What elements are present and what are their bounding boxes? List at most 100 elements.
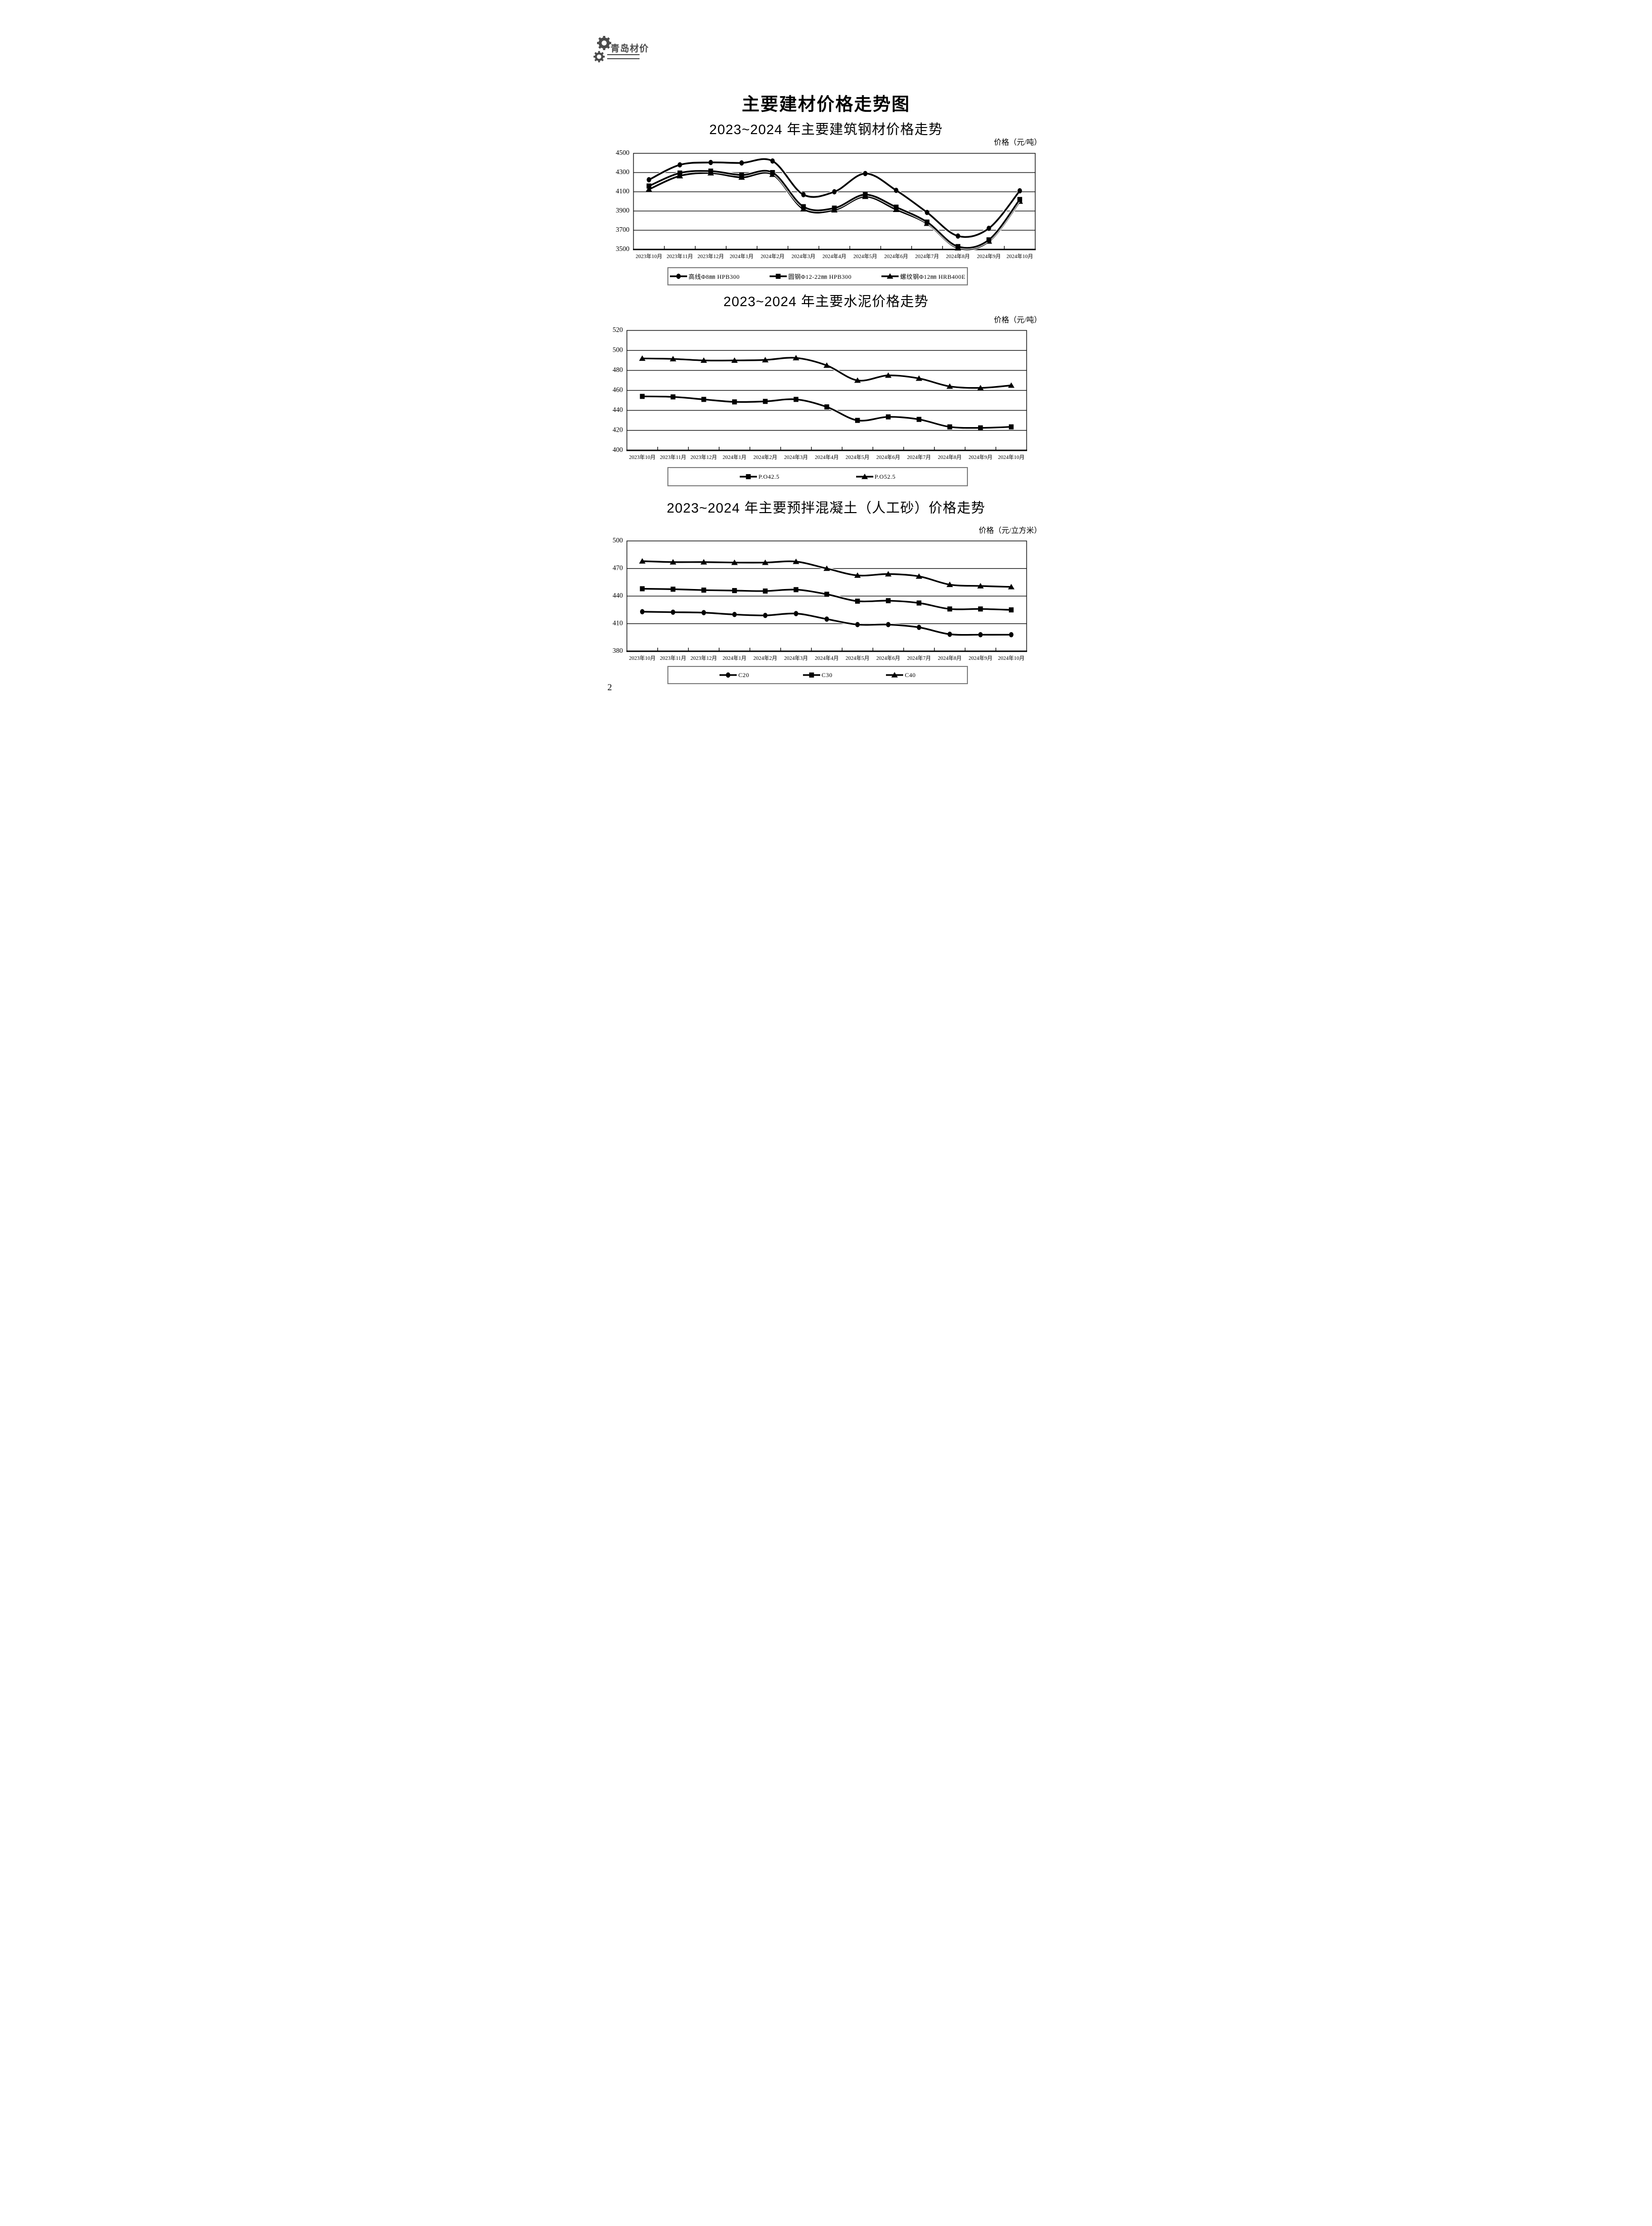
data-point <box>978 606 983 612</box>
data-point <box>1008 424 1013 430</box>
legend-marker-circle-icon <box>719 672 737 678</box>
data-point <box>894 187 899 193</box>
legend-item: C30 <box>802 671 833 679</box>
data-point <box>824 404 829 410</box>
chart1-unit-label: 价格（元/吨） <box>994 139 1042 147</box>
data-point <box>763 589 768 594</box>
x-axis-tick-label: 2024年8月 <box>938 454 961 460</box>
x-axis-tick-label: 2024年7月 <box>907 655 930 661</box>
x-axis-tick-label: 2024年9月 <box>968 655 992 661</box>
series-line-casing <box>642 356 1011 390</box>
data-point <box>947 606 952 612</box>
data-point <box>726 672 731 678</box>
data-point <box>916 416 921 422</box>
x-axis-tick-label: 2024年10月 <box>998 454 1025 460</box>
data-point <box>793 587 798 593</box>
chart2-title: 2023~2024 年主要水泥价格走势 <box>723 294 929 309</box>
x-axis-tick-label: 2024年8月 <box>938 655 961 661</box>
y-axis-tick-label: 460 <box>612 386 623 394</box>
data-point <box>670 586 675 592</box>
legend-item: C20 <box>719 671 749 679</box>
legend-item-label: P.O42.5 <box>758 473 780 480</box>
series-line <box>642 560 1011 588</box>
chart3-title: 2023~2024 年主要预拌混凝土（人工砂）价格走势 <box>666 500 986 516</box>
data-point <box>708 169 713 174</box>
x-axis-tick-label: 2024年4月 <box>822 253 846 260</box>
data-point <box>646 183 651 189</box>
data-point <box>1008 607 1013 613</box>
x-axis-tick-label: 2024年1月 <box>723 454 746 460</box>
data-point <box>701 587 706 593</box>
brand-underline <box>607 54 640 59</box>
x-axis-tick-label: 2024年3月 <box>784 655 808 661</box>
y-axis-tick-label: 4300 <box>616 168 629 176</box>
data-point <box>855 598 860 604</box>
data-point <box>884 571 892 577</box>
legend-item-label: 圆钢Φ12-22㎜ HPB300 <box>788 273 852 280</box>
data-point <box>891 672 898 678</box>
y-axis-tick-label: 470 <box>612 564 623 572</box>
data-point <box>977 583 984 589</box>
data-point <box>669 559 676 565</box>
x-axis-tick-label: 2024年10月 <box>998 655 1025 661</box>
y-axis-tick-label: 500 <box>612 346 623 354</box>
series-line <box>642 357 1011 389</box>
x-axis-tick-label: 2024年6月 <box>884 253 908 260</box>
data-point <box>640 394 645 399</box>
series-line <box>642 395 1011 429</box>
x-axis-tick-label: 2024年10月 <box>1006 253 1033 260</box>
data-point <box>824 592 829 597</box>
series-line-casing <box>642 560 1011 589</box>
x-axis-tick-label: 2024年2月 <box>753 454 777 460</box>
legend-item: 高线Φ8㎜ HPB300 <box>669 272 740 281</box>
x-axis-tick-label: 2024年4月 <box>815 655 838 661</box>
data-point <box>955 233 960 239</box>
data-point <box>986 226 991 231</box>
y-axis-tick-label: 3900 <box>616 206 629 214</box>
data-point <box>701 397 706 402</box>
x-axis-tick-label: 2024年3月 <box>791 253 815 260</box>
data-point <box>862 192 868 197</box>
x-axis-tick-label: 2024年7月 <box>915 253 939 260</box>
data-point <box>670 394 675 400</box>
data-point <box>793 397 798 402</box>
data-point <box>924 219 929 225</box>
chart3-canvas: 500 470 440 410 380 2023年10月 2023年11月 2023年12月 2… <box>612 537 1027 661</box>
legend-item-label: 螺纹钢Φ12㎜ HRB400E <box>900 273 966 280</box>
data-point <box>978 425 983 431</box>
data-point <box>885 622 891 627</box>
data-point <box>916 624 921 630</box>
data-point <box>739 160 744 166</box>
data-point <box>855 622 860 627</box>
data-point <box>885 414 891 419</box>
data-point <box>977 385 984 391</box>
data-point <box>776 274 781 279</box>
legend-marker-circle-icon <box>669 273 687 279</box>
data-point <box>640 609 645 615</box>
x-axis-tick-label: 2023年10月 <box>629 454 656 460</box>
data-point <box>645 186 652 192</box>
y-axis-tick-label: 3700 <box>616 226 629 233</box>
legend-marker-square-icon <box>769 274 787 279</box>
data-point <box>831 205 837 211</box>
series-line <box>642 611 1011 636</box>
x-axis-tick-label: 2023年10月 <box>629 655 656 661</box>
data-point <box>761 357 769 363</box>
data-point <box>770 158 775 164</box>
data-point <box>946 581 953 587</box>
legend-item: C40 <box>885 671 916 679</box>
legend-item-label: 高线Φ8㎜ HPB300 <box>688 273 740 280</box>
data-point <box>986 237 991 242</box>
data-point <box>792 355 799 361</box>
x-axis-tick-label: 2024年3月 <box>784 454 808 460</box>
data-point <box>924 209 929 216</box>
data-point <box>855 417 860 423</box>
data-point <box>646 177 651 183</box>
y-axis-tick-label: 440 <box>612 592 623 599</box>
x-axis-tick-label: 2024年1月 <box>730 253 753 260</box>
legend-item: P.O52.5 <box>856 473 896 481</box>
data-point <box>670 609 675 615</box>
data-point <box>700 357 707 363</box>
data-point <box>800 204 806 209</box>
page-title: 主要建材价格走势图 <box>741 95 910 114</box>
